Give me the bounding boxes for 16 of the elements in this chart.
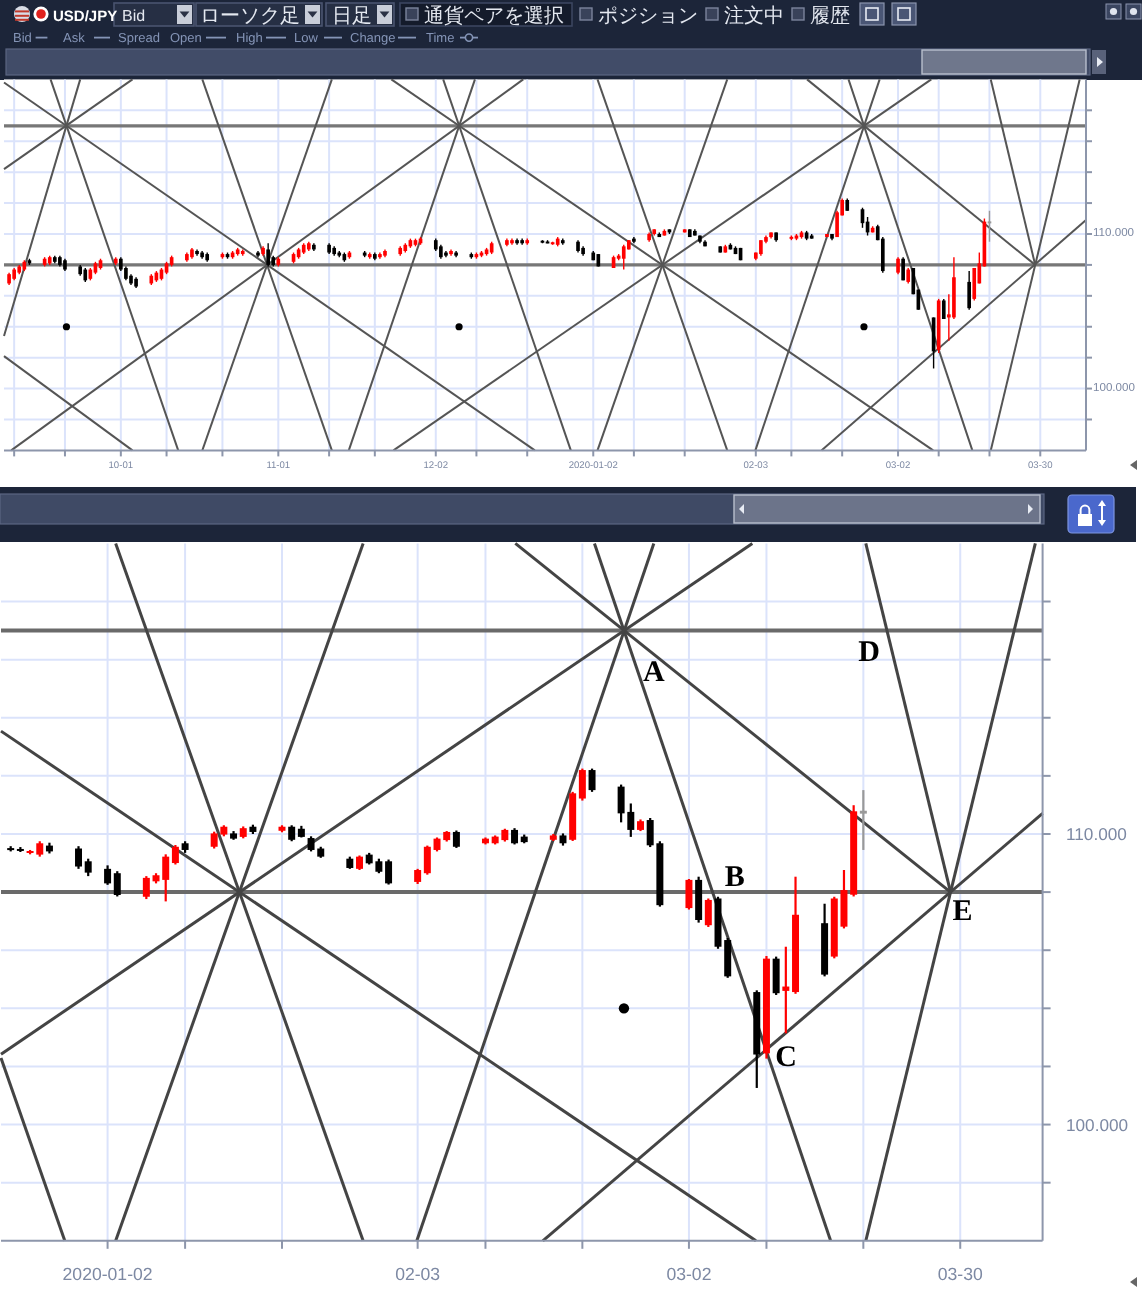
- annotation: A: [643, 656, 666, 689]
- annotation: B: [724, 862, 745, 895]
- text: 日足: [332, 6, 372, 28]
- text: 通貨ペアを選択: [424, 4, 564, 28]
- x-tick-label: 03-30: [937, 1264, 983, 1284]
- annotation: C: [775, 1041, 797, 1074]
- text: 注文中: [724, 4, 784, 28]
- annotation: D: [858, 636, 881, 669]
- x-tick-label: 02-03: [395, 1264, 441, 1284]
- text: 履歴: [810, 6, 850, 28]
- text: ポジション: [598, 6, 698, 28]
- y-tick-label: 100.000: [1066, 1114, 1129, 1135]
- x-tick-label: 2020-01-02: [62, 1264, 153, 1284]
- x-tick-label: 03-02: [666, 1264, 712, 1284]
- annotation: E: [952, 896, 973, 929]
- y-tick-label: 110.000: [1066, 823, 1128, 844]
